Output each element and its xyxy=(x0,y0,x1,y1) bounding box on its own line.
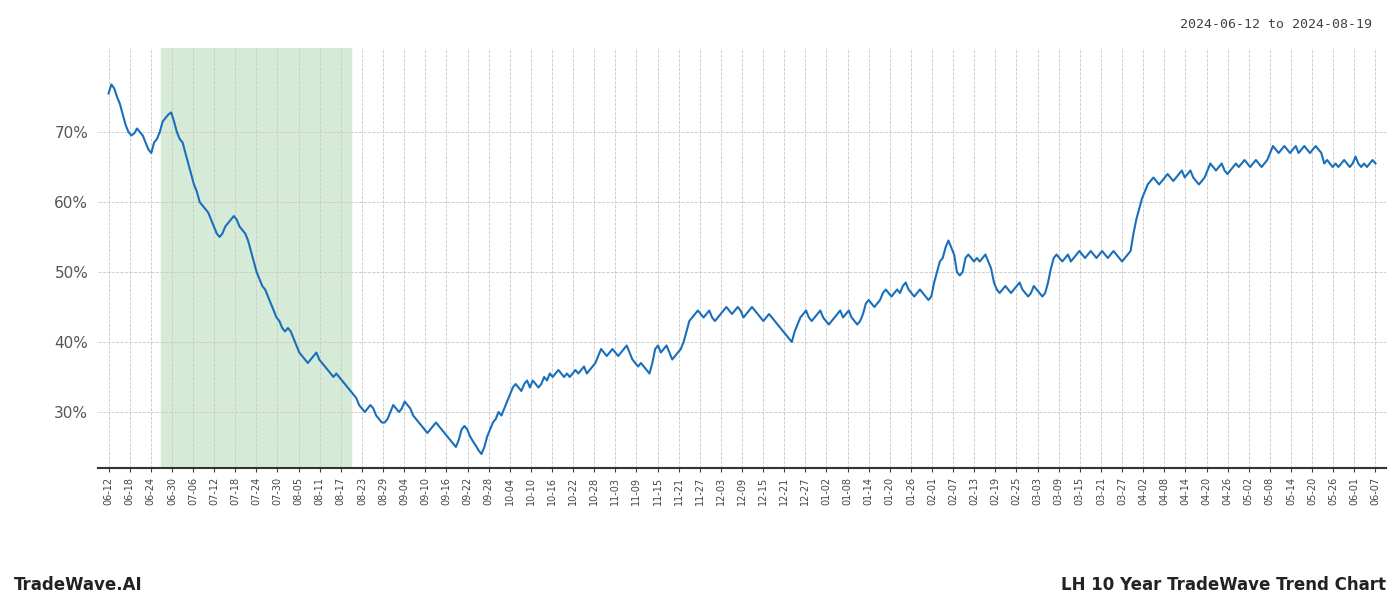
Text: 2024-06-12 to 2024-08-19: 2024-06-12 to 2024-08-19 xyxy=(1180,18,1372,31)
Text: LH 10 Year TradeWave Trend Chart: LH 10 Year TradeWave Trend Chart xyxy=(1061,576,1386,594)
Bar xyxy=(161,48,351,468)
Text: TradeWave.AI: TradeWave.AI xyxy=(14,576,143,594)
